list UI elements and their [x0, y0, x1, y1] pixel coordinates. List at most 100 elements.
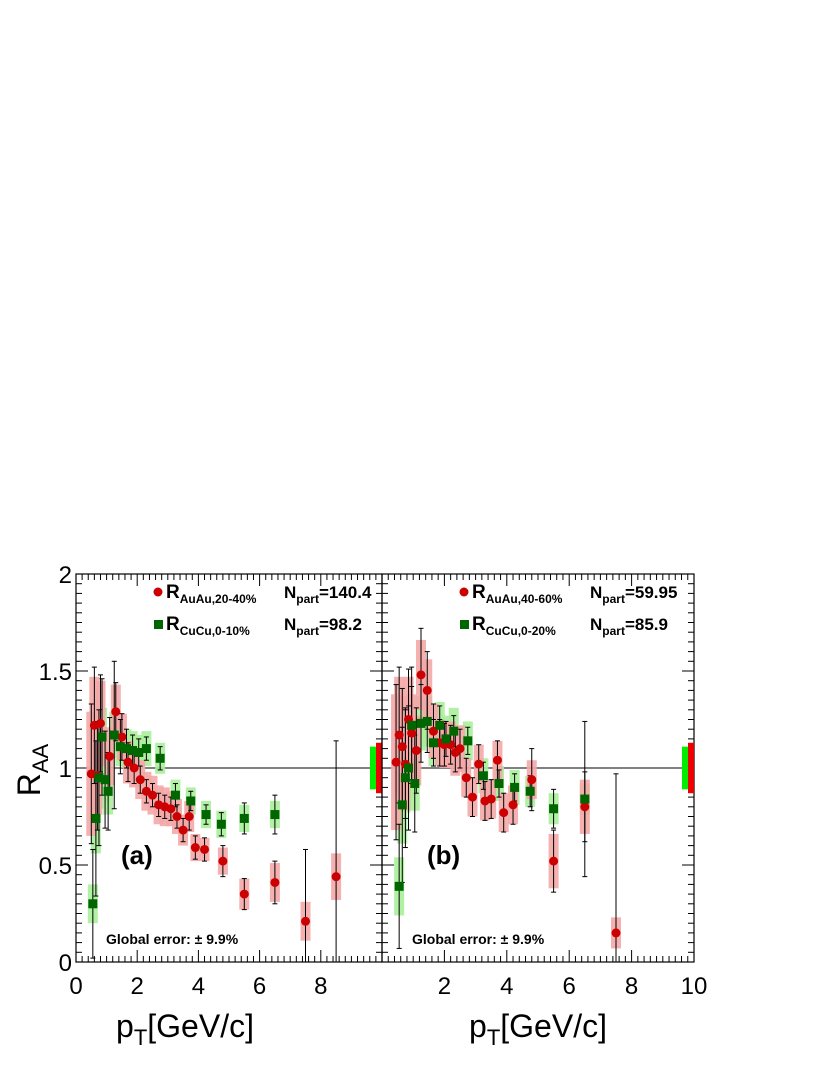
data-point-cucu — [170, 790, 180, 800]
data-point-cucu — [400, 773, 410, 783]
y-axis-title-main: R — [11, 773, 47, 796]
y-axis-title-sub: AA — [28, 743, 53, 773]
data-point-cucu — [141, 744, 151, 754]
legend-npart: Npart=140.4 — [284, 583, 372, 606]
data-point-cucu — [404, 763, 414, 773]
legend-label: RAuAu,20-40% — [166, 582, 257, 606]
data-point-auau — [467, 792, 477, 802]
data-point-cucu — [449, 726, 459, 736]
data-point-cucu — [463, 736, 473, 746]
x-axis-title-a-main: p — [116, 1008, 134, 1044]
data-point-auau — [455, 744, 465, 754]
data-point-auau — [499, 808, 509, 818]
legend-npart: Npart=98.2 — [284, 615, 362, 638]
global-error-b: Global error: ± 9.9% — [412, 931, 545, 947]
legend-label: RAuAu,40-60% — [472, 582, 563, 606]
x-axis-title-a-unit: [GeV/c] — [147, 1008, 254, 1044]
data-point-cucu — [407, 720, 417, 730]
data-point-cucu — [100, 775, 110, 785]
normalization-box — [688, 742, 694, 794]
data-point-auau — [166, 804, 176, 814]
data-point-cucu — [121, 744, 131, 754]
data-point-cucu — [525, 786, 535, 796]
data-point-auau — [148, 790, 157, 800]
data-point-cucu — [441, 734, 451, 744]
legend-npart: Npart=85.9 — [590, 615, 668, 638]
data-point-cucu — [94, 773, 104, 783]
data-point-auau — [117, 732, 127, 742]
x-tick-label-a: 4 — [192, 973, 205, 1000]
panel-label-a: (a) — [121, 840, 153, 870]
x-tick-label-b: 10 — [681, 973, 708, 1000]
data-point-auau — [331, 872, 341, 882]
x-tick-label-b: 6 — [563, 973, 576, 1000]
data-point-auau — [486, 794, 496, 804]
data-point-auau — [461, 773, 471, 783]
y-tick-label: 1 — [59, 756, 72, 783]
x-tick-label-a: 2 — [131, 973, 144, 1000]
data-point-auau — [135, 775, 145, 785]
data-point-auau — [172, 812, 182, 821]
data-point-cucu — [201, 810, 211, 820]
x-tick-label-a: 6 — [253, 973, 266, 1000]
data-layer-b — [391, 627, 621, 962]
data-point-auau — [270, 877, 280, 887]
data-point-cucu — [109, 730, 119, 740]
data-point-cucu — [416, 718, 426, 728]
x-axis-title-b-unit: [GeV/c] — [500, 1008, 607, 1044]
normalization-box — [370, 746, 376, 790]
panel-label-b: (b) — [427, 840, 460, 870]
normalization-box — [376, 742, 382, 794]
data-point-cucu — [103, 786, 113, 796]
data-point-cucu — [580, 794, 590, 804]
legend-marker-cucu — [154, 620, 163, 629]
data-point-auau — [391, 757, 401, 767]
data-point-auau — [200, 844, 210, 854]
data-point-cucu — [410, 779, 420, 789]
data-point-cucu — [394, 881, 404, 891]
data-point-auau — [549, 856, 559, 866]
y-tick-label: 1.5 — [39, 659, 72, 686]
data-point-auau — [416, 670, 426, 680]
data-point-cucu — [115, 742, 125, 752]
panel-a: 0 2 4 6 8 0 0.5 1 1.5 2 RAuAu,20-40% Npart=140.4 RCu… — [39, 562, 383, 1000]
data-point-cucu — [239, 813, 249, 823]
data-point-cucu — [216, 819, 226, 829]
data-point-cucu — [435, 720, 445, 730]
data-point-auau — [492, 755, 502, 765]
data-point-cucu — [186, 796, 196, 806]
normalization-box — [682, 746, 688, 790]
data-point-auau — [411, 746, 421, 756]
data-layer-a — [86, 660, 342, 962]
data-point-auau — [508, 800, 518, 810]
data-point-cucu — [128, 746, 138, 756]
data-point-auau — [111, 707, 121, 717]
x-axis-title-b-sub: T — [487, 1025, 500, 1050]
data-point-auau — [218, 856, 228, 866]
panel-b: 2 4 6 8 10 RAuAu,40-60% Npart=59.95 RCuCu,0-20%… — [381, 573, 708, 1000]
data-point-cucu — [549, 804, 559, 814]
data-point-auau — [184, 812, 194, 821]
legend-label: RCuCu,0-10% — [166, 614, 250, 638]
data-point-cucu — [155, 753, 165, 763]
data-point-auau — [95, 718, 105, 728]
data-point-cucu — [397, 800, 407, 810]
data-point-cucu — [134, 747, 144, 757]
data-point-auau — [129, 763, 139, 773]
legend-marker-cucu — [460, 620, 469, 629]
y-axis-title: RAA — [11, 743, 53, 796]
legend-marker-auau — [153, 587, 163, 597]
data-point-auau — [474, 759, 484, 769]
data-point-cucu — [88, 899, 98, 909]
data-point-auau — [397, 742, 407, 752]
data-point-auau — [611, 928, 621, 938]
data-point-auau — [123, 757, 133, 767]
data-point-cucu — [91, 813, 101, 823]
y-tick-label: 2 — [59, 562, 72, 589]
y-tick-label: 0 — [59, 950, 72, 977]
data-point-cucu — [270, 810, 280, 820]
y-tick-label: 0.5 — [39, 853, 72, 880]
x-tick-label-a: 8 — [314, 973, 327, 1000]
data-point-cucu — [494, 779, 504, 789]
